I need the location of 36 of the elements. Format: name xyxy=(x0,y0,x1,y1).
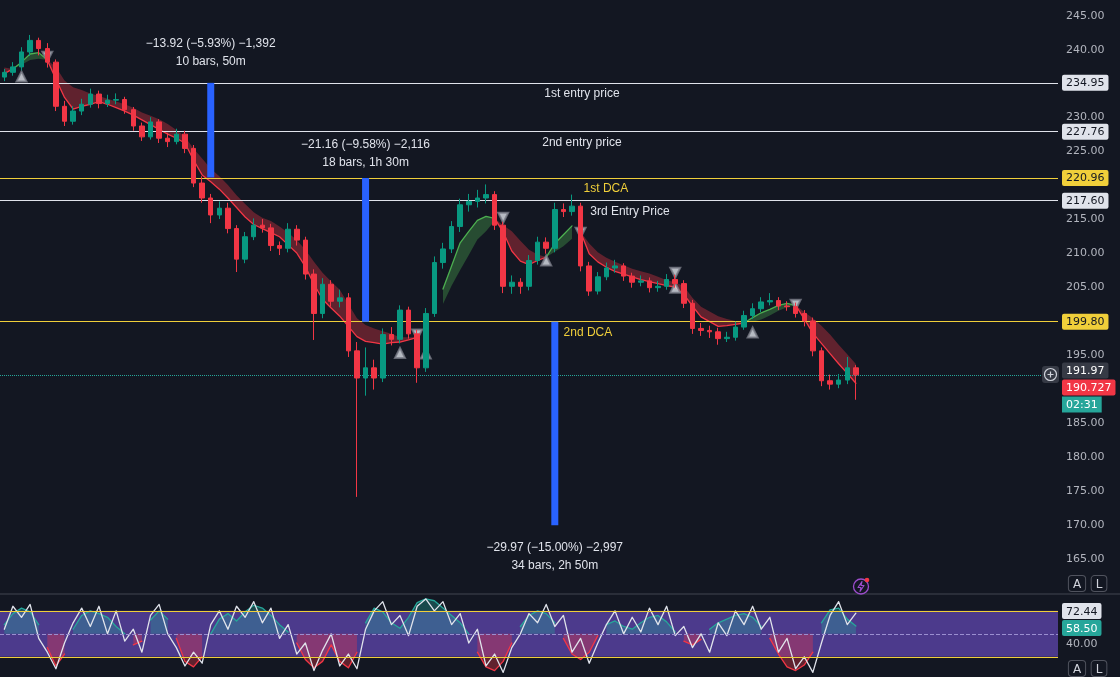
y-tick-label: 175.00 xyxy=(1066,484,1105,498)
text: 02:31 xyxy=(1066,398,1098,412)
ref-line-label: 1st DCA xyxy=(583,180,629,195)
y-tick-label: 40.00 xyxy=(1066,637,1098,651)
y-tick-label: 190.727 xyxy=(1066,381,1112,395)
ref-line-label: 3rd Entry Price xyxy=(590,203,670,218)
ref-line-label: 1st entry price xyxy=(544,85,620,100)
y-tick-label: 191.97 xyxy=(1066,364,1105,378)
y-tick-label: 72.44 xyxy=(1066,604,1098,618)
y-tick-label: 205.00 xyxy=(1066,280,1105,294)
data-label: −29.97 (−15.00%) −2,997 34 bars, 2h 50m xyxy=(486,540,624,573)
data-label: −21.16 (−9.58%) −2,116 18 bars, 1h 30m xyxy=(301,136,431,169)
y-tick-label: 180.00 xyxy=(1066,450,1105,464)
y-tick-label: 227.76 xyxy=(1066,125,1105,139)
y-tick-label: 199.80 xyxy=(1066,315,1105,329)
ref-line-label: 2nd DCA xyxy=(563,324,613,339)
y-tick-label: 245.00 xyxy=(1066,8,1105,22)
y-tick-label: 225.00 xyxy=(1066,144,1105,158)
y-tick-label: 217.60 xyxy=(1066,194,1105,208)
text: A xyxy=(1072,661,1082,676)
y-tick-label: 170.00 xyxy=(1066,518,1105,532)
y-tick-label: 215.00 xyxy=(1066,212,1105,226)
y-tick-label: 220.96 xyxy=(1066,171,1105,185)
y-tick-label: 195.00 xyxy=(1066,348,1105,362)
y-tick-label: 240.00 xyxy=(1066,42,1105,56)
y-tick-label: 58.50 xyxy=(1066,621,1098,635)
ref-line-label: 2nd entry price xyxy=(542,134,622,149)
text: L xyxy=(1095,576,1103,591)
y-tick-label: 230.00 xyxy=(1066,110,1105,124)
y-tick-label: 185.00 xyxy=(1066,416,1105,430)
y-tick-label: 234.95 xyxy=(1066,76,1105,90)
text: A xyxy=(1072,576,1082,591)
text: L xyxy=(1095,661,1103,676)
y-tick-label: 165.00 xyxy=(1066,552,1105,566)
data-label: −13.92 (−5.93%) −1,392 10 bars, 50m xyxy=(145,35,276,68)
y-tick-label: 210.00 xyxy=(1066,246,1105,260)
